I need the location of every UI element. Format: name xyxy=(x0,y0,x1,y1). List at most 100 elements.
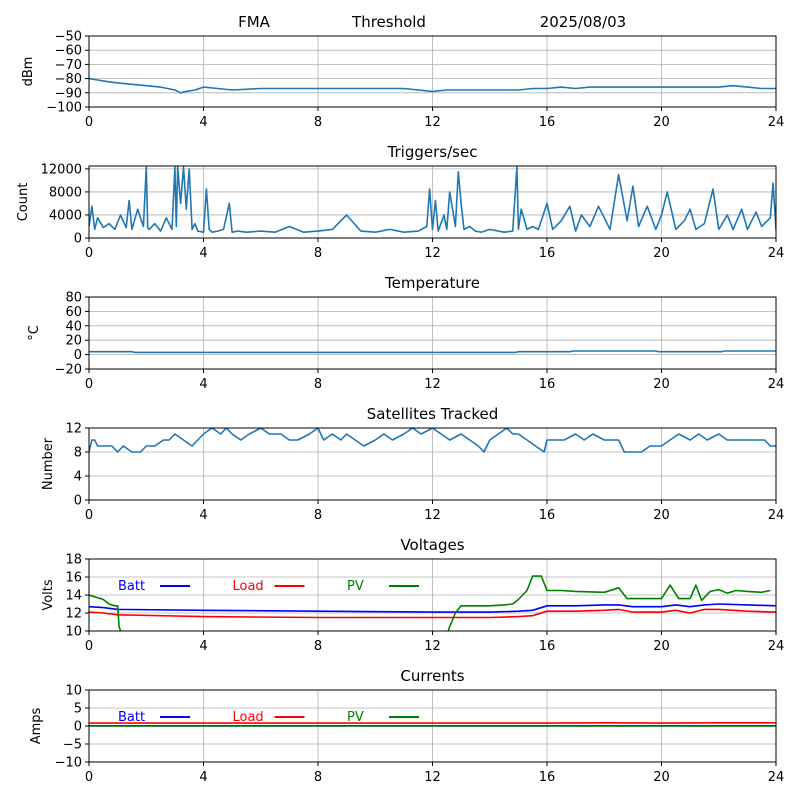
chart-triggers: 0 4 8 12 16 20 24 0 4000 8000 12000 Triggers/sec Cou… xyxy=(16,143,784,261)
y-tick-label: −10 xyxy=(55,756,82,771)
series-line-satellites xyxy=(89,428,776,453)
y-axis-label: dBm xyxy=(21,57,36,87)
y-axis-label: Volts xyxy=(41,579,56,611)
chart-title: Triggers/sec xyxy=(387,143,478,161)
y-tick-label: 4 xyxy=(74,470,82,485)
chart-signal: 0 4 8 12 16 20 24 −100−90−80−70−60−50 dBm xyxy=(21,30,784,131)
chart-title: Temperature xyxy=(384,274,480,292)
x-tick-label: 16 xyxy=(539,377,556,392)
legend-label-batt: Batt xyxy=(118,579,145,594)
x-tick-label: 24 xyxy=(768,508,785,523)
x-tick-label: 20 xyxy=(653,508,670,523)
x-tick-label: 4 xyxy=(199,639,207,654)
x-tick-label: 20 xyxy=(653,377,670,392)
x-tick-label: 16 xyxy=(539,639,556,654)
x-tick-label: 24 xyxy=(768,246,785,261)
y-tick-label: 80 xyxy=(65,291,82,306)
x-tick-label: 0 xyxy=(85,508,93,523)
x-tick-label: 8 xyxy=(314,508,322,523)
x-tick-label: 8 xyxy=(314,377,322,392)
series-line-signal xyxy=(89,77,776,94)
y-tick-label: 0 xyxy=(74,494,82,509)
y-tick-label: −5 xyxy=(63,738,82,753)
series-line-temperature xyxy=(89,350,776,354)
legend: Batt Load PV xyxy=(118,710,419,725)
y-tick-label: −50 xyxy=(55,30,82,45)
header-right: 2025/08/03 xyxy=(540,13,626,31)
header-middle: Threshold xyxy=(351,13,426,31)
y-tick-label: −90 xyxy=(55,86,82,101)
y-tick-label: 16 xyxy=(65,571,82,586)
y-axis-label: Count xyxy=(16,183,31,222)
y-tick-label: 20 xyxy=(65,334,82,349)
x-tick-label: 4 xyxy=(199,246,207,261)
x-tick-label: 20 xyxy=(653,246,670,261)
x-tick-label: 16 xyxy=(539,246,556,261)
series-line-batt xyxy=(89,603,776,613)
y-tick-label: −70 xyxy=(55,58,82,73)
y-tick-label: 4000 xyxy=(49,208,82,223)
chart-title: Voltages xyxy=(400,536,464,554)
legend-label-batt: Batt xyxy=(118,710,145,725)
y-tick-label: −20 xyxy=(55,363,82,378)
y-tick-label: 60 xyxy=(65,305,82,320)
y-tick-label: −80 xyxy=(55,72,82,87)
y-tick-label: 0 xyxy=(74,348,82,363)
x-tick-label: 0 xyxy=(85,770,93,785)
chart-currents: 0 4 8 12 16 20 24 −10 −5 0 5 10 Currents Amps Batt Load… xyxy=(29,667,784,785)
x-tick-label: 20 xyxy=(653,770,670,785)
y-tick-label: 8000 xyxy=(49,185,82,200)
y-tick-label: 40 xyxy=(65,319,82,334)
x-tick-label: 4 xyxy=(199,115,207,130)
legend-label-pv: PV xyxy=(347,710,364,725)
x-tick-label: 24 xyxy=(768,115,785,130)
y-tick-label: 10 xyxy=(65,625,82,640)
chart-satellites: 0 4 8 12 16 20 24 0 4 8 12 Satellites Tracked Number xyxy=(41,405,784,523)
x-tick-label: 8 xyxy=(314,639,322,654)
x-tick-label: 24 xyxy=(768,639,785,654)
x-tick-label: 4 xyxy=(199,508,207,523)
series-line-load xyxy=(89,608,776,619)
x-tick-label: 0 xyxy=(85,115,93,130)
y-tick-label: −60 xyxy=(55,44,82,59)
series-line-triggers xyxy=(89,166,776,233)
x-tick-label: 20 xyxy=(653,115,670,130)
x-tick-label: 0 xyxy=(85,639,93,654)
y-tick-label: −100 xyxy=(46,101,82,116)
x-tick-label: 20 xyxy=(653,639,670,654)
x-tick-label: 8 xyxy=(314,246,322,261)
x-tick-label: 8 xyxy=(314,115,322,130)
y-tick-label: 8 xyxy=(74,446,82,461)
y-tick-label: 14 xyxy=(65,589,82,604)
header-left: FMA xyxy=(238,13,271,31)
series-line-pv xyxy=(89,575,771,631)
y-axis-label: Number xyxy=(41,437,56,490)
x-tick-label: 4 xyxy=(199,377,207,392)
x-tick-label: 24 xyxy=(768,377,785,392)
y-axis-label: Amps xyxy=(29,707,44,744)
y-tick-label: 18 xyxy=(65,553,82,568)
y-tick-label: 10 xyxy=(65,684,82,699)
x-tick-label: 12 xyxy=(424,508,441,523)
x-tick-label: 12 xyxy=(424,377,441,392)
legend-label-load: Load xyxy=(233,579,264,594)
y-tick-label: 0 xyxy=(74,232,82,247)
x-tick-label: 0 xyxy=(85,377,93,392)
x-tick-label: 16 xyxy=(539,508,556,523)
chart-voltages: 0 4 8 12 16 20 24 10 12 14 16 18 Voltages Volts Batt Lo… xyxy=(41,536,784,654)
x-tick-label: 16 xyxy=(539,115,556,130)
x-tick-label: 12 xyxy=(424,770,441,785)
legend: Batt Load PV xyxy=(118,579,419,594)
y-tick-label: 0 xyxy=(74,720,82,735)
y-tick-label: 12 xyxy=(65,422,82,437)
legend-label-pv: PV xyxy=(347,579,364,594)
x-tick-label: 0 xyxy=(85,246,93,261)
x-tick-label: 24 xyxy=(768,770,785,785)
x-tick-label: 16 xyxy=(539,770,556,785)
y-tick-label: 12000 xyxy=(41,162,82,177)
y-axis-label: °C xyxy=(27,325,42,341)
